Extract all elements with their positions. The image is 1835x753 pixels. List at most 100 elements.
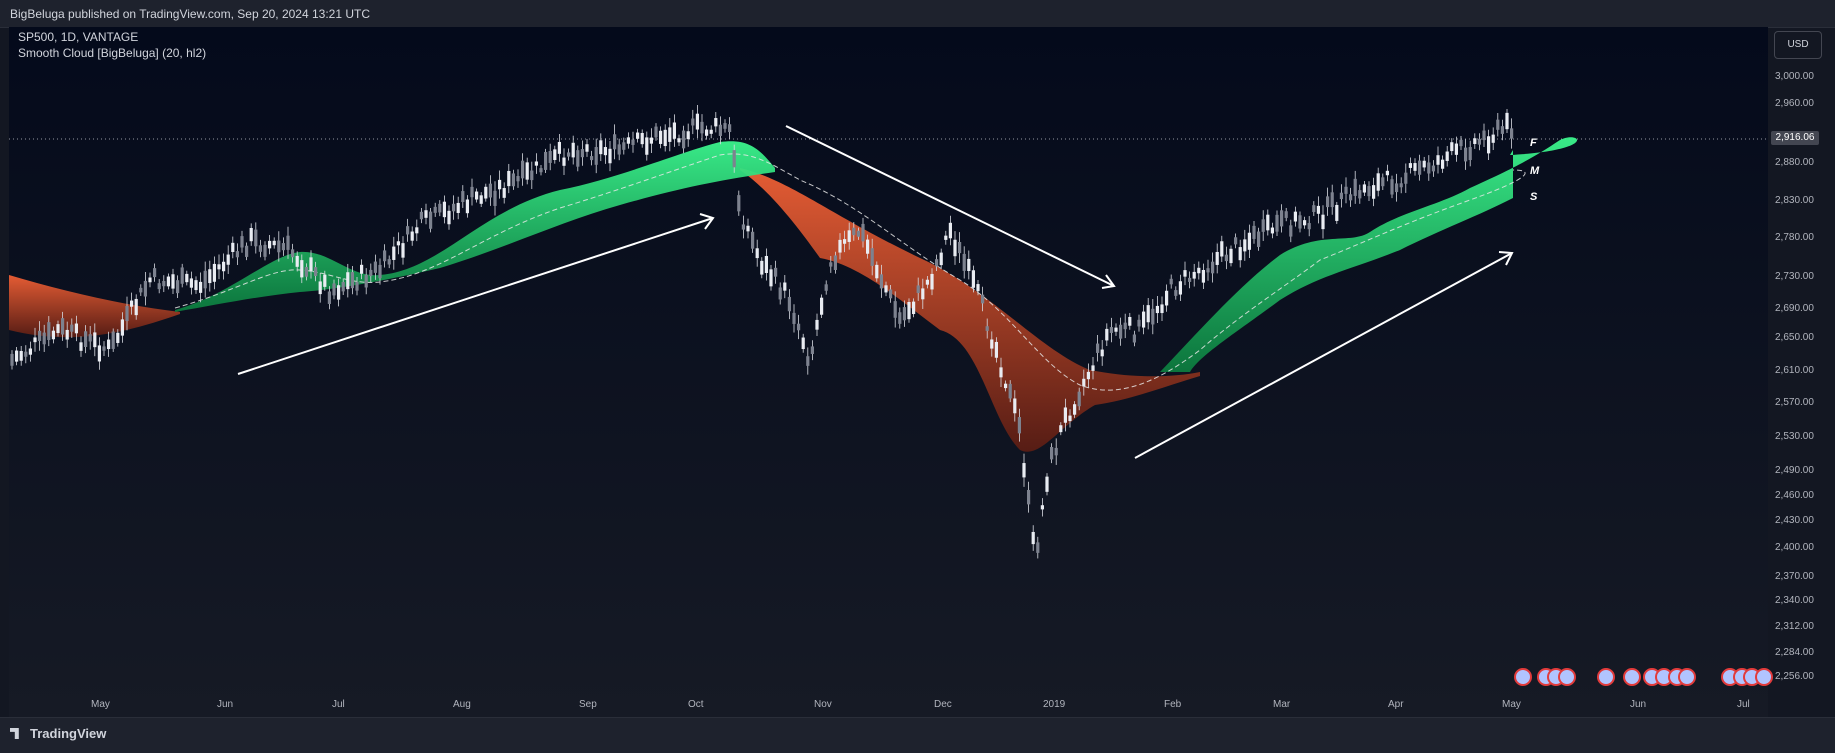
candle-body (824, 284, 828, 291)
candle-body (672, 122, 676, 139)
candle-body (741, 224, 745, 230)
tradingview-logo[interactable]: TradingView (10, 726, 106, 741)
candle-body (1109, 327, 1113, 333)
candle-body (714, 118, 718, 127)
candle-body (875, 264, 879, 279)
candle-body (700, 121, 704, 134)
candle-body (387, 259, 391, 265)
symbol-legend[interactable]: SP500, 1D, VANTAGE (18, 30, 139, 44)
candle-body (654, 126, 658, 138)
candle-body (1385, 170, 1389, 176)
indicator-legend[interactable]: Smooth Cloud [BigBeluga] (20, hl2) (18, 46, 207, 60)
candle-body (1316, 205, 1320, 214)
candle-body (1284, 211, 1288, 218)
candle-body (166, 276, 170, 287)
candle-body (465, 199, 469, 214)
candle-body (939, 252, 943, 266)
candle-body (1054, 447, 1058, 456)
candle-body (1132, 334, 1136, 343)
candle-body (548, 151, 552, 163)
candle-body (1441, 159, 1445, 169)
candle-body (889, 289, 893, 299)
candle-body (847, 230, 851, 242)
candle-body (212, 263, 216, 282)
candle-body (902, 307, 906, 321)
candle-body (1220, 241, 1224, 257)
candle-body (231, 242, 235, 252)
candle-body (1459, 139, 1463, 147)
us-flag-icon[interactable] (1678, 668, 1696, 686)
candle-body (1339, 192, 1343, 200)
candle-body (502, 188, 506, 198)
candle-body (962, 253, 966, 271)
candle-body (603, 147, 607, 156)
candle-body (1215, 251, 1219, 265)
us-flag-icon[interactable] (1558, 668, 1576, 686)
candle-body (590, 156, 594, 161)
candle-body (1068, 415, 1072, 422)
candle-body (1013, 398, 1017, 414)
candle-body (1174, 290, 1178, 296)
candle-body (111, 331, 115, 349)
candle-body (1436, 155, 1440, 165)
candle-body (176, 280, 180, 294)
us-flag-icon[interactable] (1755, 668, 1773, 686)
candle-body (327, 291, 331, 304)
candle-body (599, 140, 603, 155)
price-tick-label: 2,312.00 (1775, 621, 1814, 632)
candle-body (33, 337, 37, 343)
us-flag-icon[interactable] (1514, 668, 1532, 686)
candle-body (907, 302, 911, 320)
candle-body (74, 323, 78, 334)
candle-body (1096, 343, 1100, 353)
candle-body (470, 186, 474, 198)
candle-body (820, 297, 824, 315)
time-tick-label: Jul (1737, 699, 1750, 710)
candle-body (134, 298, 138, 316)
time-tick-label: Feb (1164, 699, 1182, 710)
candle-body (1510, 128, 1514, 139)
candle-body (1169, 278, 1173, 285)
candle-body (1027, 489, 1031, 505)
economic-events-row[interactable] (1514, 668, 1773, 686)
candle-body (479, 195, 483, 204)
candle-body (203, 270, 207, 289)
candle-body (985, 326, 989, 331)
candle-body (1008, 383, 1012, 399)
candle-body (806, 356, 810, 366)
candle-body (484, 186, 488, 199)
candle-body (1362, 184, 1366, 193)
candle-body (93, 332, 97, 348)
us-flag-icon[interactable] (1597, 668, 1615, 686)
candle-body (682, 130, 686, 149)
candle-body (254, 229, 258, 247)
price-tick-label: 2,490.00 (1775, 465, 1814, 476)
time-tick-label: Jun (1630, 699, 1647, 710)
candle-body (1500, 126, 1504, 134)
candle-body (369, 269, 373, 277)
candle-body (521, 160, 525, 179)
candle-body (120, 319, 124, 336)
candle-body (1344, 186, 1348, 194)
candle-body (415, 227, 419, 234)
candle-body (383, 250, 387, 262)
candle-body (332, 283, 336, 296)
candle-body (1266, 214, 1270, 231)
candle-body (272, 240, 276, 246)
candle-body (447, 210, 451, 225)
label-f: F (1530, 137, 1537, 149)
candle-body (1303, 220, 1307, 226)
candle-body (511, 173, 515, 187)
candle-body (42, 332, 46, 345)
time-tick-label: Oct (688, 699, 704, 710)
candle-body (1211, 261, 1215, 274)
candle-body (1004, 383, 1008, 389)
us-flag-icon[interactable] (1623, 668, 1641, 686)
candle-body (65, 329, 69, 340)
currency-button[interactable]: USD (1774, 31, 1822, 59)
candle-body (1146, 305, 1150, 323)
candle-body (19, 350, 23, 361)
candle-body (194, 280, 198, 291)
candle-body (613, 134, 617, 150)
